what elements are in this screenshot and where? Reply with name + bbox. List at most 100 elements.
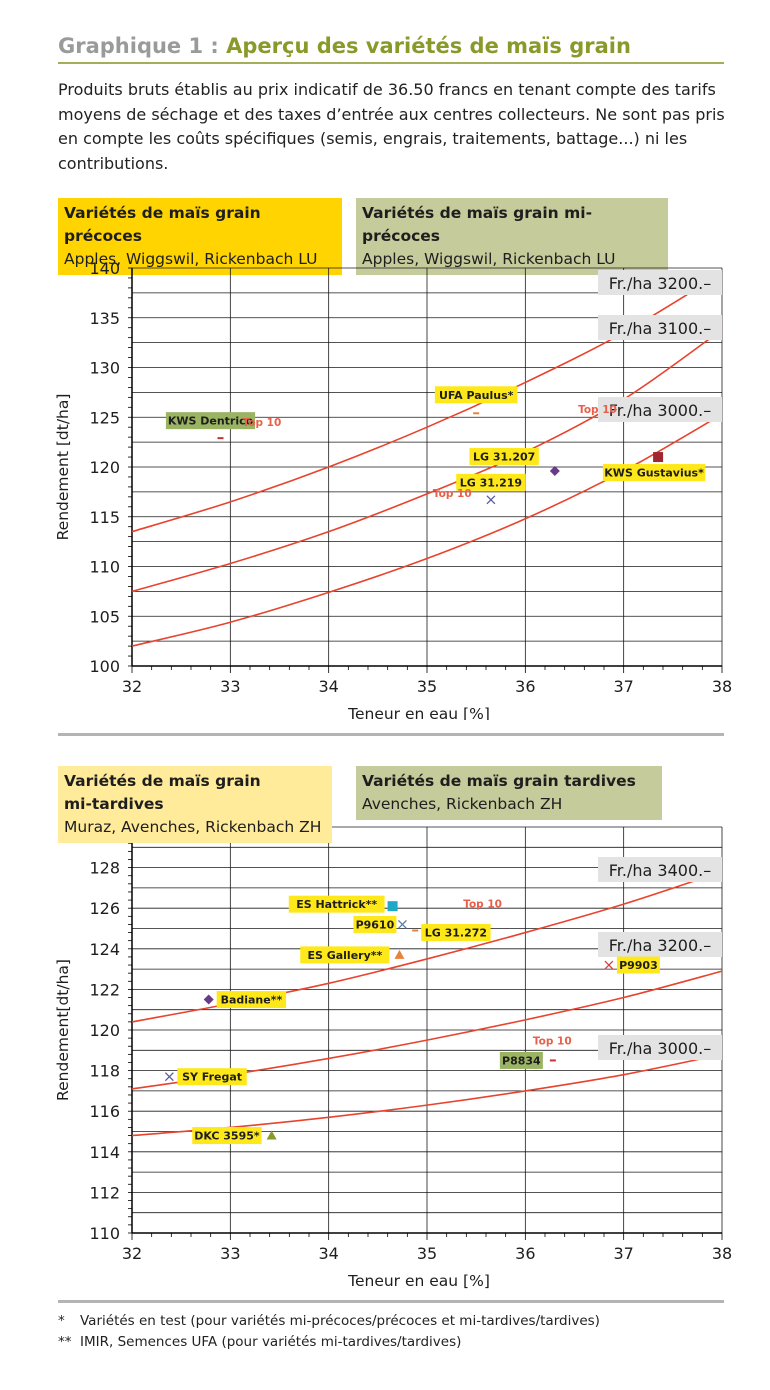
point-label-bg bbox=[353, 915, 397, 933]
point-label-bg bbox=[288, 895, 385, 913]
page-title: Graphique 1 : Aperçu des variétés de maï… bbox=[58, 32, 724, 64]
point-label: UFA Paulus* bbox=[439, 389, 514, 402]
point-label-bg bbox=[602, 464, 706, 482]
box-mi-precoces-sites: Apples, Wiggswil, Rickenbach LU bbox=[362, 250, 616, 268]
y-tick-label: 118 bbox=[89, 1062, 120, 1081]
point-label-bg bbox=[165, 412, 256, 430]
point-label: P9903 bbox=[619, 959, 658, 972]
top10-annotation: Top 10 bbox=[533, 1035, 572, 1047]
box-tardives-sites: Avenches, Rickenbach ZH bbox=[362, 795, 563, 813]
point-label-bg bbox=[616, 956, 660, 974]
x-tick-label: 35 bbox=[417, 677, 437, 696]
chart-precoces: 100 105 110 115 120 125 130 135 140 32 33 34 35 36 37 3… bbox=[54, 259, 732, 720]
iso-label: Fr./ha 3100.– bbox=[609, 319, 711, 338]
point-label: ES Gallery** bbox=[307, 949, 382, 962]
chart-tardives: 110 112 114 116 118 120 122 124 126 128 32 33 34 35 36… bbox=[54, 826, 732, 1290]
marker-triangle bbox=[266, 1130, 277, 1140]
x-tick-label: 33 bbox=[220, 677, 240, 696]
iso-label: Fr./ha 3400.– bbox=[609, 861, 711, 880]
box-mi-tardives-sites: Muraz, Avenches, Rickenbach ZH bbox=[64, 818, 322, 836]
y-tick-label: 105 bbox=[89, 607, 120, 626]
point-label: P9610 bbox=[356, 918, 395, 931]
point-label: DKC 3595* bbox=[194, 1130, 260, 1143]
box-mi-tardives-title-2: mi-tardives bbox=[64, 795, 164, 813]
x-tick-label: 34 bbox=[318, 1244, 338, 1263]
iso-label: Fr./ha 3200.– bbox=[609, 274, 711, 293]
y-tick-label: 110 bbox=[89, 1224, 120, 1243]
point-label-bg bbox=[469, 447, 539, 465]
y-tick-label: 125 bbox=[89, 408, 120, 427]
y-tick-label: 110 bbox=[89, 558, 120, 577]
point-label: ES Hattrick** bbox=[296, 898, 377, 911]
y-tick-label: 120 bbox=[89, 458, 120, 477]
footnote-1: * Variétés en test (pour variétés mi-préc… bbox=[58, 1311, 600, 1331]
iso-label: Fr./ha 3200.– bbox=[609, 936, 711, 955]
point-label-bg bbox=[421, 924, 491, 942]
section-divider bbox=[58, 733, 724, 736]
footnote-1-mark: * bbox=[58, 1313, 65, 1329]
point-label-bg bbox=[434, 386, 518, 404]
box-precoces-title: Variétés de maïs grain précoces bbox=[64, 204, 261, 245]
point-label-bg bbox=[300, 946, 390, 964]
x-tick-label: 34 bbox=[318, 677, 338, 696]
box-precoces: Variétés de maïs grain précoces Apples, … bbox=[58, 198, 342, 275]
iso-label-bg bbox=[598, 932, 722, 957]
y-tick-label: 115 bbox=[89, 508, 120, 527]
y-axis-label: Rendement[dt/ha] bbox=[54, 959, 72, 1101]
top10-annotation: Top 10 bbox=[578, 404, 617, 416]
y-tick-label: 122 bbox=[89, 980, 120, 999]
box-tardives: Variétés de maïs grain tardives Avenches… bbox=[356, 766, 662, 820]
top10-annotation: Top 10 bbox=[243, 417, 282, 429]
y-tick-label: 114 bbox=[89, 1143, 120, 1162]
point-label: LG 31.272 bbox=[425, 927, 487, 940]
y-tick-label: 130 bbox=[89, 359, 120, 378]
box-mi-precoces: Variétés de maïs grain mi-précoces Apple… bbox=[356, 198, 668, 275]
box-mi-tardives-title-1: Variétés de maïs grain bbox=[64, 772, 261, 790]
box-precoces-sites: Apples, Wiggswil, Rickenbach LU bbox=[64, 250, 318, 268]
point-label-bg bbox=[499, 1051, 543, 1069]
y-tick-label: 135 bbox=[89, 309, 120, 328]
point-label: KWS Dentrico bbox=[168, 415, 254, 428]
title-main: Aperçu des variétés de maïs grain bbox=[226, 34, 631, 58]
footnote-2-text: IMIR, Semences UFA (pour variétés mi-tar… bbox=[80, 1334, 462, 1350]
x-axis-label: Teneur en eau [%] bbox=[347, 705, 490, 720]
y-tick-label: 120 bbox=[89, 1021, 120, 1040]
y-tick-label: 112 bbox=[89, 1183, 120, 1202]
footnote-1-text: Variétés en test (pour variétés mi-préco… bbox=[80, 1313, 600, 1329]
iso-label-bg bbox=[598, 1035, 722, 1060]
iso-label-bg bbox=[598, 315, 722, 340]
top10-annotation: Top 10 bbox=[463, 899, 502, 911]
iso-label: Fr./ha 3000.– bbox=[609, 1039, 711, 1058]
point-label: LG 31.207 bbox=[473, 450, 535, 463]
iso-label-bg bbox=[598, 270, 722, 295]
marker-square bbox=[387, 901, 398, 912]
point-label: LG 31.219 bbox=[460, 476, 522, 489]
point-label: Badiane** bbox=[221, 994, 283, 1007]
y-tick-label: 100 bbox=[89, 657, 120, 676]
point-label-bg bbox=[192, 1127, 262, 1145]
y-tick-label: 140 bbox=[89, 259, 120, 278]
point-label: P8834 bbox=[502, 1054, 541, 1067]
footnote-2: ** IMIR, Semences UFA (pour variétés mi-t… bbox=[58, 1332, 461, 1352]
marker-x bbox=[604, 960, 614, 970]
marker-square bbox=[653, 452, 664, 463]
marker-diamond bbox=[203, 994, 214, 1005]
box-mi-tardives: Variétés de maïs grain mi-tardives Muraz… bbox=[58, 766, 332, 843]
point-label: SY Fregat bbox=[182, 1071, 242, 1084]
marker-x bbox=[397, 919, 407, 929]
intro-text: Produits bruts établis au prix indicatif… bbox=[58, 80, 725, 173]
marker-x bbox=[164, 1072, 174, 1082]
point-label-bg bbox=[216, 991, 287, 1009]
x-tick-label: 37 bbox=[613, 677, 633, 696]
y-tick-label: 126 bbox=[89, 899, 120, 918]
x-tick-label: 38 bbox=[712, 677, 732, 696]
point-label-bg bbox=[456, 473, 526, 491]
y-tick-label: 128 bbox=[89, 859, 120, 878]
y-axis-label: Rendement [dt/ha] bbox=[54, 394, 72, 541]
box-mi-precoces-title: Variétés de maïs grain mi-précoces bbox=[362, 204, 593, 245]
x-tick-label: 36 bbox=[515, 677, 535, 696]
x-tick-label: 37 bbox=[613, 1244, 633, 1263]
x-tick-label: 38 bbox=[712, 1244, 732, 1263]
footer-divider bbox=[58, 1300, 724, 1303]
marker-x bbox=[486, 495, 496, 505]
